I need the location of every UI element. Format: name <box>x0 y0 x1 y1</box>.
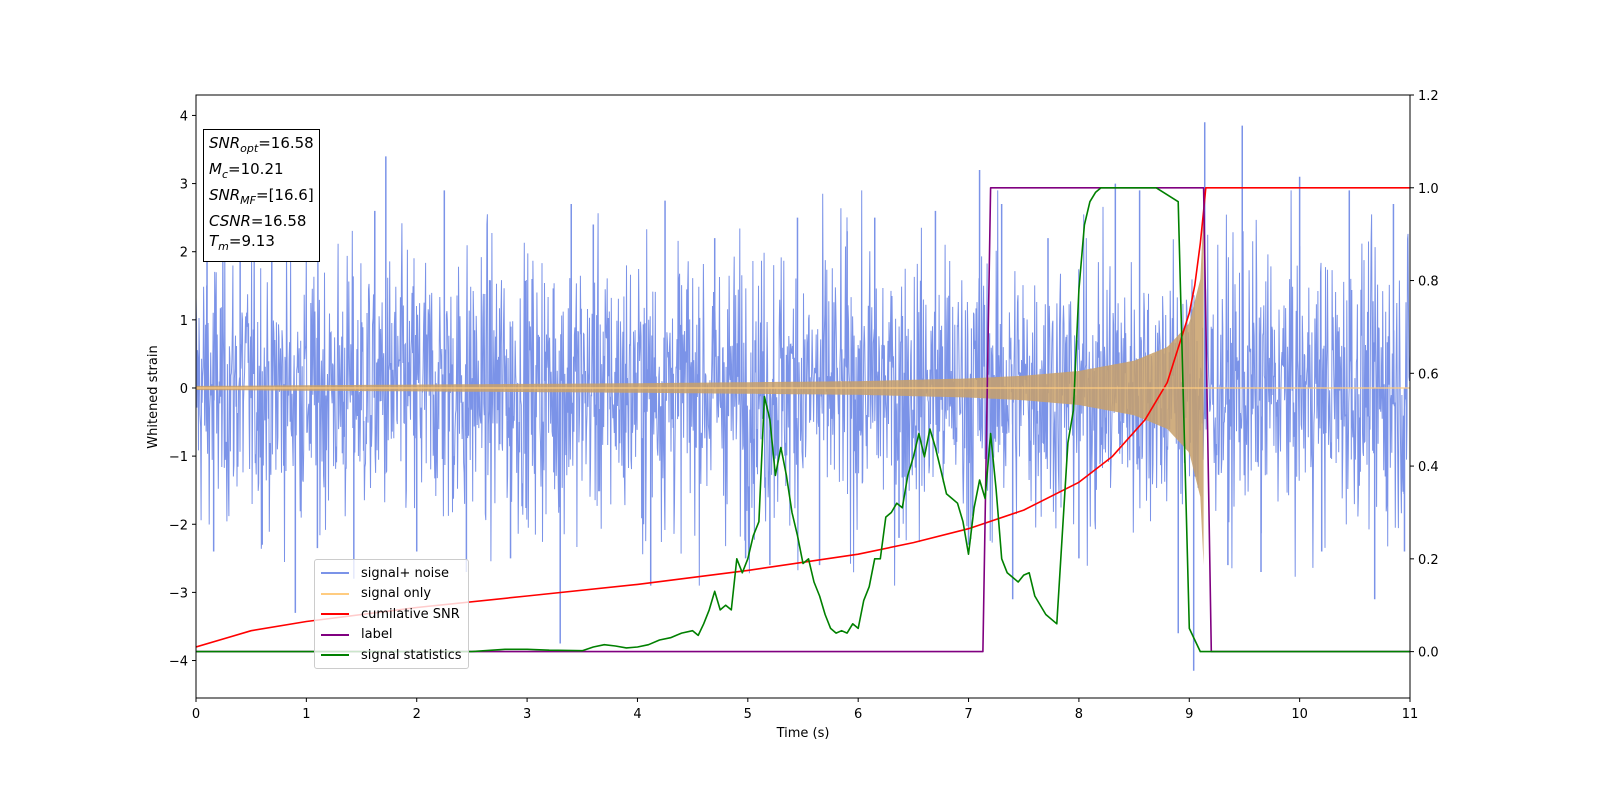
legend-swatch <box>321 572 349 575</box>
y-tick-label: 3 <box>180 178 188 193</box>
x-tick-label: 2 <box>413 707 421 722</box>
plot-area <box>196 122 1410 671</box>
legend-item: signal only <box>321 584 462 605</box>
x-axis-title: Time (s) <box>776 726 830 741</box>
signal-noise-line <box>196 190 1410 586</box>
x-tick-label: 1 <box>302 707 310 722</box>
legend-swatch <box>321 613 349 616</box>
y-tick-label: −4 <box>169 655 188 670</box>
info-line: CSNR=16.58 <box>209 212 307 230</box>
x-tick-label: 7 <box>964 707 972 722</box>
signal-statistics-line <box>196 187 1410 653</box>
y2-tick-label: 1.0 <box>1418 182 1439 197</box>
legend-swatch <box>321 654 349 657</box>
legend-label: signal statistics <box>361 647 462 663</box>
x-tick-label: 0 <box>192 707 200 722</box>
x-axis: 0 1 2 3 4 5 6 7 8 9 10 11 <box>192 698 1418 722</box>
y-tick-label: −2 <box>169 518 188 533</box>
legend-swatch <box>321 633 349 636</box>
y-tick-label: 2 <box>180 246 188 261</box>
legend-label: cumilative SNR <box>361 606 460 622</box>
x-tick-label: 8 <box>1075 707 1083 722</box>
legend-label: signal only <box>361 586 432 602</box>
y2-tick-label: 0.8 <box>1418 275 1439 290</box>
y-tick-label: −1 <box>169 450 188 465</box>
metrics-info-box: SNRopt=16.58 Mc=10.21 SNRMF=[16.6] CSNR=16.… <box>203 129 320 262</box>
info-line: SNRMF=[16.6] <box>209 186 314 207</box>
y-tick-label: −3 <box>169 586 188 601</box>
plot-frame <box>195 94 1411 699</box>
signal-noise-series <box>196 122 1410 671</box>
y-axis-right: 1.2 1.0 0.8 0.6 0.4 0.2 0.0 <box>1410 89 1439 661</box>
legend-swatch <box>321 592 349 595</box>
legend-item: signal statistics <box>321 645 462 666</box>
y2-tick-label: 0.0 <box>1418 646 1439 661</box>
legend-item: cumilative SNR <box>321 604 462 625</box>
info-line: Tm=9.13 <box>209 232 275 253</box>
y2-tick-label: 0.6 <box>1418 367 1439 382</box>
x-tick-label: 3 <box>523 707 531 722</box>
info-line: SNRopt=16.58 <box>209 134 314 155</box>
x-tick-label: 6 <box>854 707 862 722</box>
x-tick-label: 10 <box>1291 707 1308 722</box>
x-tick-label: 5 <box>744 707 752 722</box>
legend-item: label <box>321 625 462 646</box>
y-axis-title: Whitened strain <box>146 345 161 448</box>
legend-label: label <box>361 627 393 643</box>
y-axis-left: 4 3 2 1 0 −1 −2 −3 −4 <box>169 109 196 670</box>
x-tick-label: 11 <box>1402 707 1419 722</box>
y-tick-label: 1 <box>180 314 188 329</box>
legend-item: signal+ noise <box>321 563 462 584</box>
x-tick-label: 4 <box>633 707 641 722</box>
y2-tick-label: 0.4 <box>1418 460 1439 475</box>
legend: signal+ noise signal only cumilative SNR la… <box>314 559 469 669</box>
y2-tick-label: 0.2 <box>1418 553 1439 568</box>
x-tick-label: 9 <box>1185 707 1193 722</box>
y-tick-label: 4 <box>180 109 188 124</box>
y-tick-label: 0 <box>180 382 188 397</box>
info-line: Mc=10.21 <box>209 160 284 181</box>
legend-label: signal+ noise <box>361 565 450 581</box>
y2-tick-label: 1.2 <box>1418 89 1439 104</box>
